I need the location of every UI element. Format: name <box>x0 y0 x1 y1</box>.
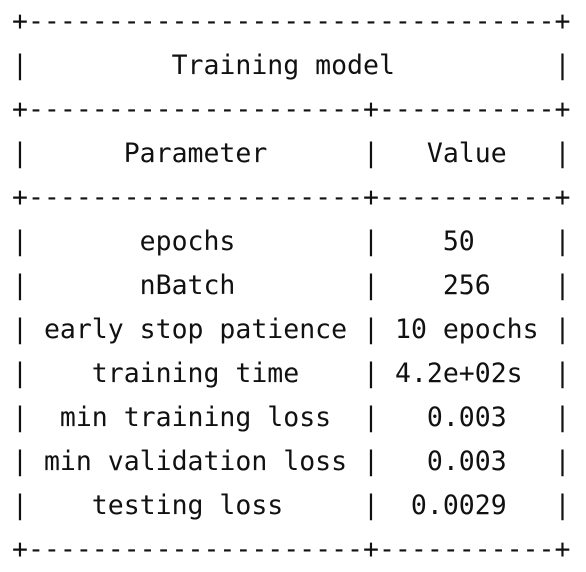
table-header-row: | Parameter | Value | <box>12 138 571 169</box>
cell-parameter: min validation loss <box>43 446 348 477</box>
cell-value: 4.2e+02s <box>394 358 523 389</box>
table-title-row: | Training model | <box>12 50 571 81</box>
cell-value: 50 <box>442 226 475 257</box>
cell-parameter: early stop patience <box>43 314 348 345</box>
table-title: Training model <box>171 50 395 81</box>
table-border-bottom: +---------------------+-----------+ <box>12 534 571 565</box>
cell-value: 256 <box>442 270 491 301</box>
header-parameter: Parameter <box>123 138 268 169</box>
table-row: | early stop patience | 10 epochs | <box>12 314 571 345</box>
table-row: | epochs | 50 | <box>12 226 571 257</box>
table-row: | min validation loss | 0.003 | <box>12 446 571 477</box>
table-border-header-top: +---------------------+-----------+ <box>12 94 571 125</box>
table-row: | training time | 4.2e+02s | <box>12 358 571 389</box>
cell-value: 10 epochs <box>394 314 539 345</box>
cell-parameter: testing loss <box>91 490 284 521</box>
cell-parameter: nBatch <box>139 270 236 301</box>
header-value: Value <box>426 138 507 169</box>
cell-value: 0.0029 <box>410 490 507 521</box>
table-row: | nBatch | 256 | <box>12 270 571 301</box>
cell-value: 0.003 <box>426 446 507 477</box>
table-row: | testing loss | 0.0029 | <box>12 490 571 521</box>
cell-parameter: min training loss <box>59 402 332 433</box>
table-border-header-bottom: +---------------------+-----------+ <box>12 182 571 213</box>
cell-value: 0.003 <box>426 402 507 433</box>
table-row: | min training loss | 0.003 | <box>12 402 571 433</box>
ascii-results-table: +---------------------------------+ | Tra… <box>12 0 571 572</box>
table-border-top: +---------------------------------+ <box>12 6 571 37</box>
cell-parameter: training time <box>91 358 300 389</box>
cell-parameter: epochs <box>139 226 236 257</box>
